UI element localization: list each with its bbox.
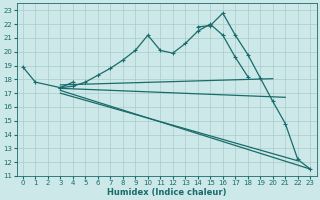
X-axis label: Humidex (Indice chaleur): Humidex (Indice chaleur) bbox=[107, 188, 226, 197]
